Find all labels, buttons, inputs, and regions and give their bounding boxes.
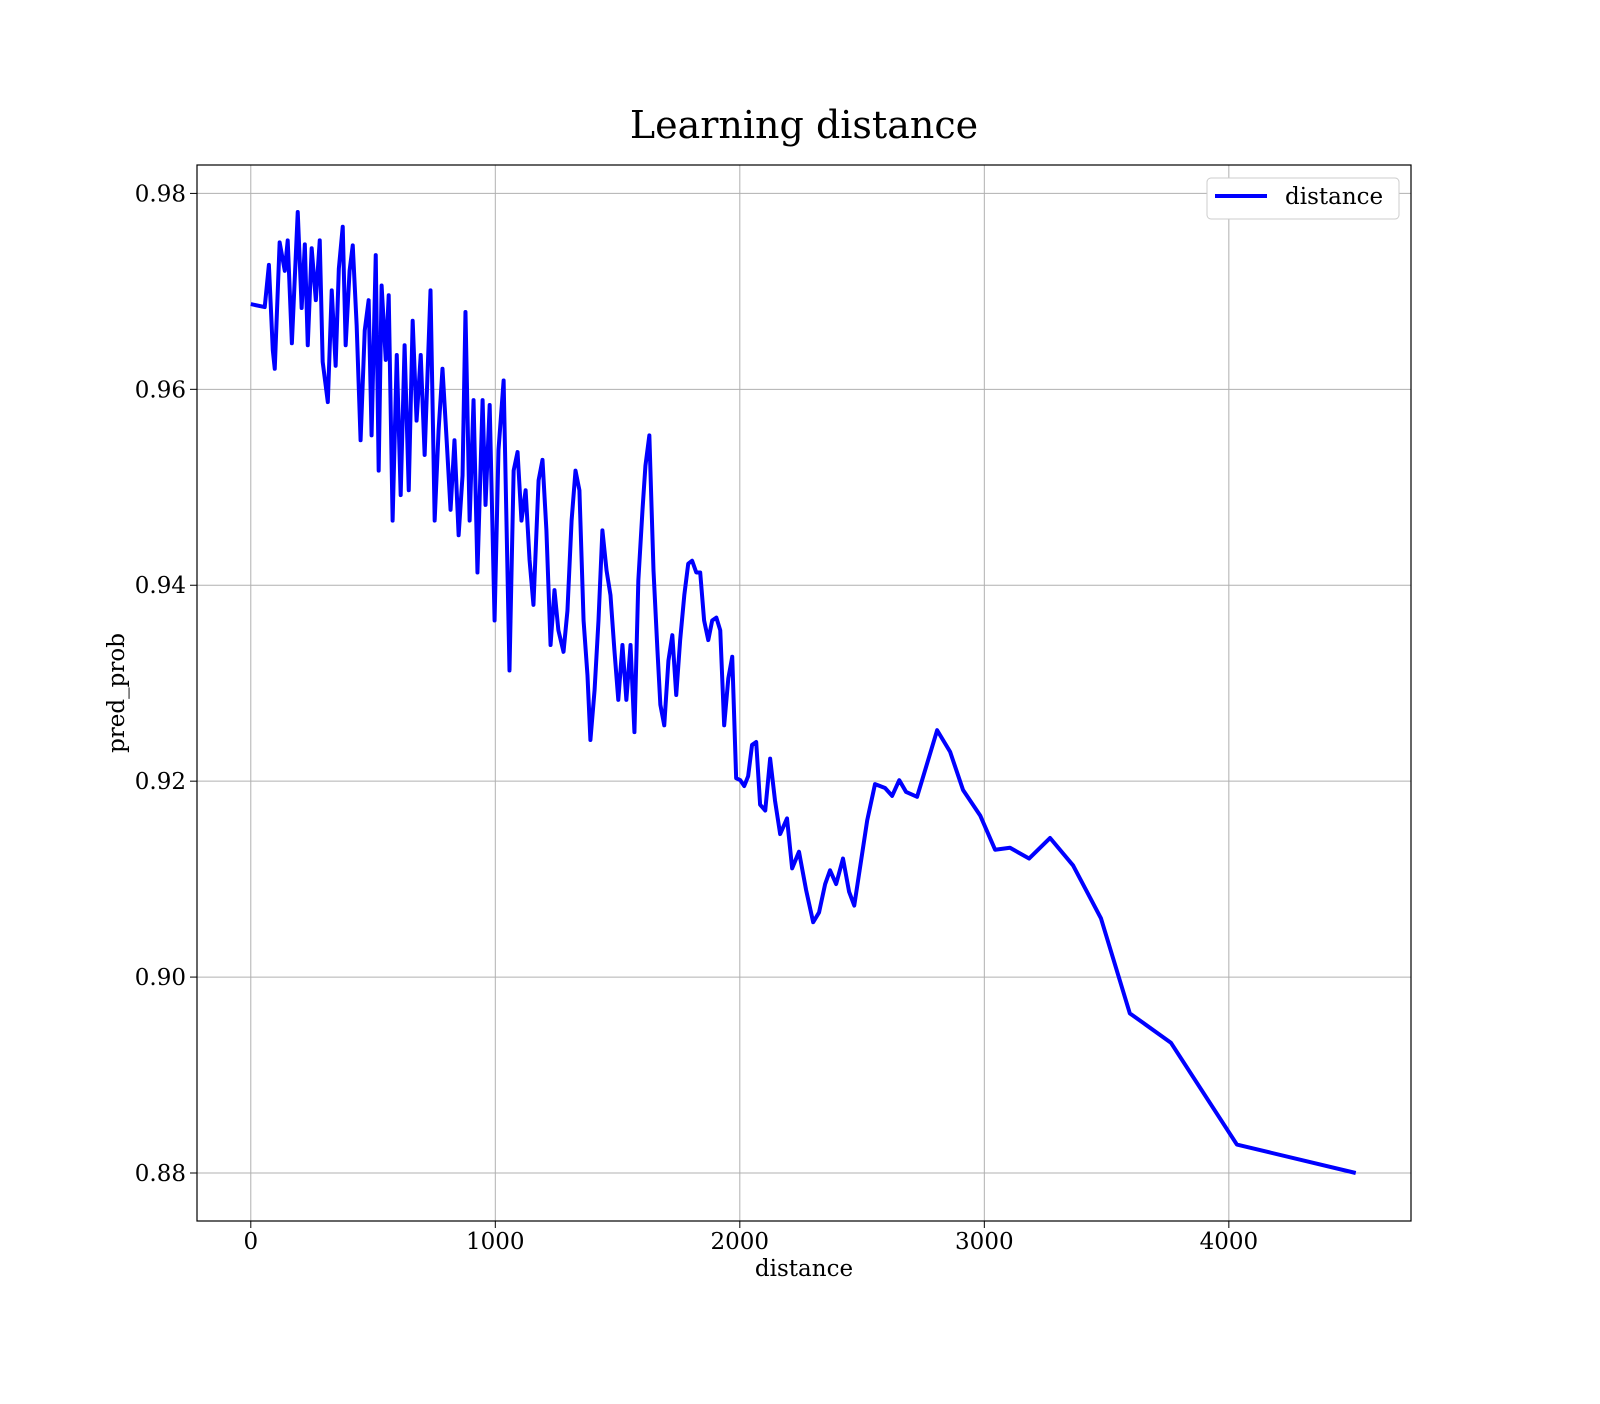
- legend-box: [1206, 177, 1400, 220]
- y-tick-label: 0.88: [135, 1161, 186, 1187]
- y-tick-label: 0.98: [135, 181, 186, 207]
- plot-frame: [196, 164, 1412, 1222]
- y-tick-label: 0.94: [135, 573, 186, 599]
- y-tick-label: 0.96: [135, 377, 186, 403]
- y-tick-label: 0.90: [135, 965, 186, 991]
- legend-label: distance: [1285, 184, 1383, 210]
- chart-title: Learning distance: [630, 103, 978, 147]
- x-tick-label: 3000: [955, 1229, 1014, 1255]
- data-line: [250, 210, 1357, 1175]
- x-tick-label: 4000: [1200, 1229, 1259, 1255]
- x-axis-label: distance: [755, 1256, 853, 1282]
- y-tick-label: 0.92: [135, 769, 186, 795]
- y-axis-label: pred_prob: [104, 633, 130, 753]
- x-tick-label: 0: [243, 1229, 258, 1255]
- x-tick-label: 1000: [466, 1229, 525, 1255]
- x-tick-label: 2000: [711, 1229, 770, 1255]
